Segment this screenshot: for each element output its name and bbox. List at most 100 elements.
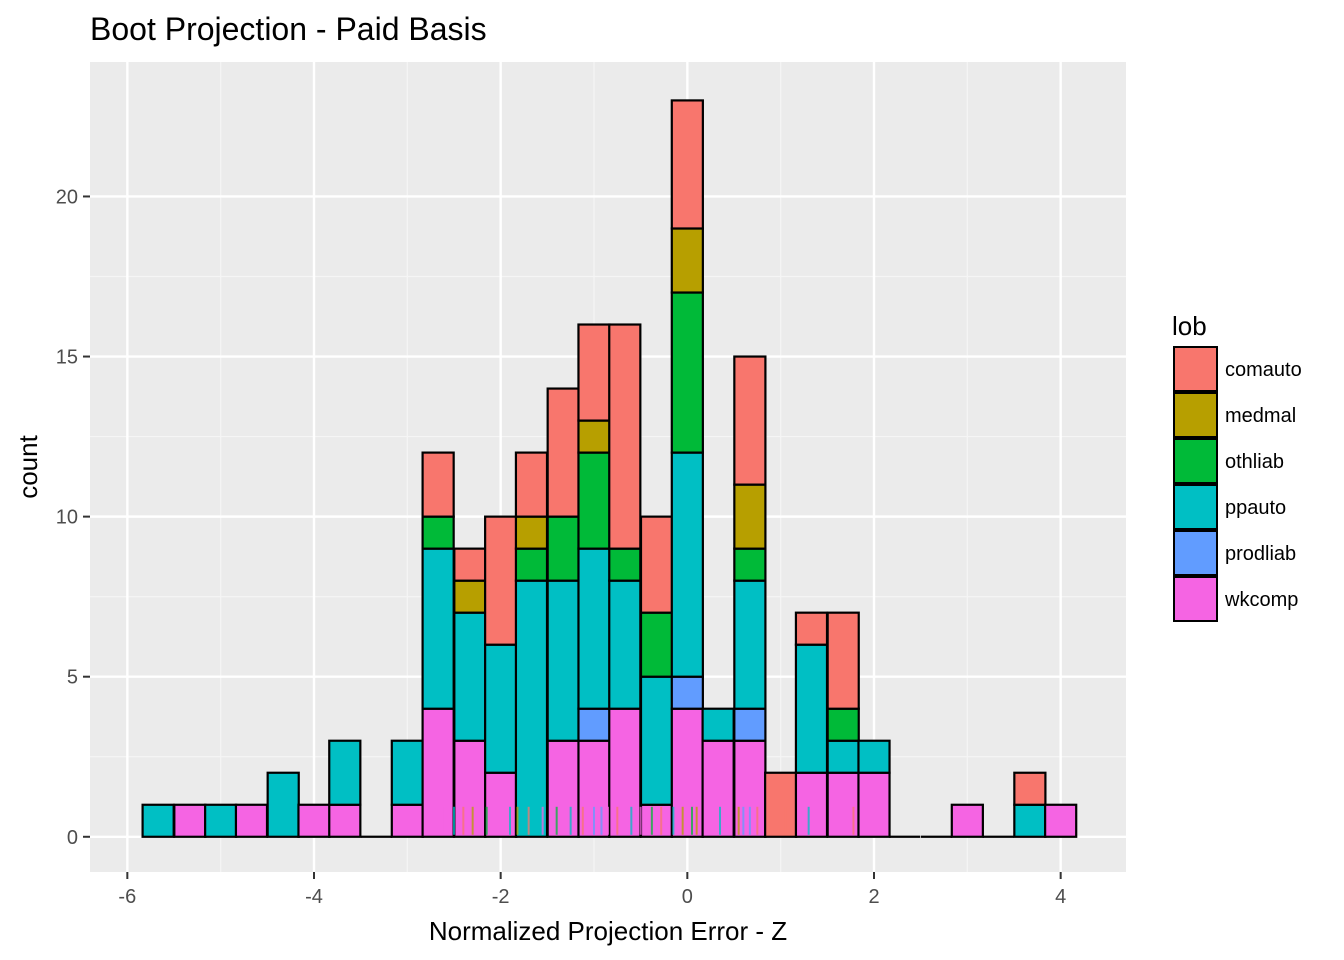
bar-segment-ppauto bbox=[733, 579, 767, 710]
bar-segment-wkcomp bbox=[390, 803, 424, 838]
bar-segment-othliab bbox=[546, 515, 580, 582]
bar-segment-wkcomp bbox=[546, 739, 580, 838]
y-axis-title: count bbox=[13, 434, 43, 498]
rug-layer bbox=[443, 806, 855, 835]
bar-segment-medmal bbox=[670, 227, 704, 294]
bar-segment-comauto bbox=[484, 515, 518, 646]
legend-title: lob bbox=[1172, 311, 1207, 341]
bar-segment-othliab bbox=[577, 451, 611, 550]
bar-segment-othliab bbox=[826, 707, 860, 742]
x-tick-label: -4 bbox=[305, 886, 323, 908]
bar-segment-comauto bbox=[794, 611, 829, 646]
bar-segment-othliab bbox=[733, 547, 767, 582]
legend-label-wkcomp: wkcomp bbox=[1224, 589, 1298, 611]
bar-segment-wkcomp bbox=[701, 739, 735, 838]
y-tick-label: 20 bbox=[56, 186, 78, 208]
x-tick-label: -6 bbox=[118, 886, 136, 908]
bar-segment-wkcomp bbox=[608, 707, 642, 838]
bar-segment-wkcomp bbox=[421, 707, 455, 838]
legend: lob comauto medmal othliab ppauto prodliab wk… bbox=[1172, 311, 1302, 622]
x-tick-label: 2 bbox=[868, 886, 879, 908]
bar-segment-comauto bbox=[453, 547, 487, 582]
bar-segment-ppauto bbox=[453, 611, 487, 742]
bar-segment-ppauto bbox=[670, 451, 704, 678]
bar-segment-comauto bbox=[577, 323, 611, 422]
legend-label-medmal: medmal bbox=[1225, 405, 1296, 427]
bar-segment-comauto bbox=[826, 611, 860, 710]
bar-segment-medmal bbox=[453, 579, 487, 614]
bar-segment-ppauto bbox=[857, 739, 891, 774]
legend-label-prodliab: prodliab bbox=[1225, 543, 1296, 565]
bar-segment-ppauto bbox=[421, 547, 455, 710]
bar-segment-prodliab bbox=[670, 675, 704, 710]
x-tick-label: 0 bbox=[682, 886, 693, 908]
y-tick-label: 0 bbox=[67, 827, 78, 849]
bar-segment-ppauto bbox=[577, 547, 611, 710]
bar-segment-prodliab bbox=[733, 707, 767, 742]
bar-segment-medmal bbox=[577, 419, 611, 454]
bar-segment-wkcomp bbox=[1044, 803, 1078, 838]
bar-segment-othliab bbox=[514, 547, 549, 582]
bar-segment-comauto bbox=[764, 771, 798, 838]
bar-segment-othliab bbox=[670, 291, 704, 454]
bar-segment-comauto bbox=[639, 515, 674, 614]
bar-segment-ppauto bbox=[484, 643, 518, 774]
bar-segment-ppauto bbox=[826, 739, 860, 774]
legend-items: comauto medmal othliab ppauto prodliab wkcomp bbox=[1173, 346, 1302, 622]
legend-key-comauto bbox=[1173, 346, 1218, 392]
bar-segment-wkcomp bbox=[639, 803, 674, 838]
bar-segment-medmal bbox=[514, 515, 549, 550]
bar-segment-ppauto bbox=[639, 675, 674, 806]
bar-segment-wkcomp bbox=[670, 707, 704, 838]
bar-segment-wkcomp bbox=[857, 771, 891, 838]
legend-key-prodliab bbox=[1173, 530, 1218, 576]
bar-segment-wkcomp bbox=[328, 803, 362, 838]
bar-segment-comauto bbox=[514, 451, 549, 518]
bar-segment-ppauto bbox=[701, 707, 735, 742]
y-tick-label: 5 bbox=[67, 667, 78, 689]
x-tick-label: 4 bbox=[1055, 886, 1066, 908]
bar-segment-wkcomp bbox=[173, 803, 207, 838]
bar-segment-othliab bbox=[421, 515, 455, 550]
bar-segment-ppauto bbox=[608, 579, 642, 710]
bar-segment-prodliab bbox=[577, 707, 611, 742]
x-axis: -6 -4 -2 0 2 4 bbox=[118, 872, 1066, 908]
chart-title: Boot Projection - Paid Basis bbox=[90, 11, 487, 47]
bar-segment-wkcomp bbox=[794, 771, 829, 838]
bar-segment-ppauto bbox=[1013, 803, 1047, 838]
bar-segment-comauto bbox=[733, 355, 767, 486]
y-tick-label: 10 bbox=[56, 507, 78, 529]
bar-segment-wkcomp bbox=[950, 803, 984, 838]
bar-segment-wkcomp bbox=[453, 739, 487, 838]
legend-label-othliab: othliab bbox=[1225, 451, 1284, 473]
bar-segment-ppauto bbox=[204, 803, 238, 838]
bars-layer bbox=[141, 99, 1078, 838]
bar-segment-ppauto bbox=[390, 739, 424, 806]
bar-segment-ppauto bbox=[266, 771, 300, 838]
x-axis-title: Normalized Projection Error - Z bbox=[429, 916, 787, 946]
legend-key-wkcomp bbox=[1173, 576, 1218, 622]
bar-segment-comauto bbox=[421, 451, 455, 518]
legend-label-comauto: comauto bbox=[1225, 359, 1302, 381]
bar-segment-wkcomp bbox=[484, 771, 518, 838]
bar-segment-wkcomp bbox=[234, 803, 269, 838]
bar-segment-comauto bbox=[1013, 771, 1047, 806]
y-axis: 0 5 10 15 20 bbox=[56, 186, 90, 849]
legend-label-ppauto: ppauto bbox=[1225, 497, 1286, 519]
bar-segment-wkcomp bbox=[297, 803, 331, 838]
bar-segment-comauto bbox=[546, 387, 580, 518]
bar-segment-ppauto bbox=[141, 803, 175, 838]
bar-segment-ppauto bbox=[328, 739, 362, 806]
bar-segment-othliab bbox=[639, 611, 674, 678]
y-tick-label: 15 bbox=[56, 347, 78, 369]
bar-segment-ppauto bbox=[514, 579, 549, 838]
bar-segment-ppauto bbox=[794, 643, 829, 774]
legend-key-medmal bbox=[1173, 392, 1218, 438]
x-tick-label: -2 bbox=[492, 886, 510, 908]
legend-key-othliab bbox=[1173, 438, 1218, 484]
bar-segment-medmal bbox=[733, 483, 767, 550]
legend-key-ppauto bbox=[1173, 484, 1218, 530]
bar-segment-ppauto bbox=[546, 579, 580, 742]
bar-segment-comauto bbox=[608, 323, 642, 550]
